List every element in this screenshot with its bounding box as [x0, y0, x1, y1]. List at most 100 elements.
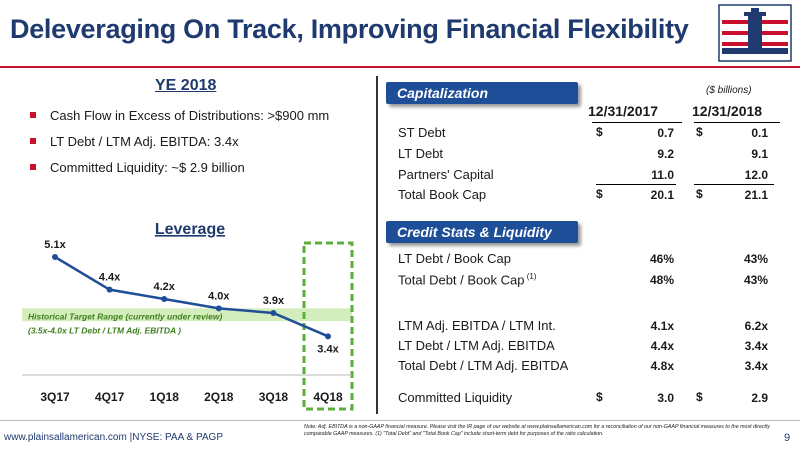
cap-row-label: Partners' Capital	[398, 167, 494, 182]
data-point	[106, 286, 113, 293]
credit-row: Committed Liquidity $ $3.0 2.9	[398, 390, 778, 409]
credit-value-2018: 6.2x	[744, 319, 768, 333]
column-divider	[376, 76, 378, 414]
bullet-cash-flow: Cash Flow in Excess of Distributions: >$…	[30, 108, 329, 134]
cap-row: Partners' Capital 11.0 12.0	[398, 167, 778, 186]
credit-value-2017: 3.0	[657, 391, 674, 405]
x-tick-label: 2Q18	[204, 390, 234, 404]
data-label: 4.0x	[208, 290, 230, 302]
currency-symbol: $	[596, 390, 603, 404]
cap-value-2017: 9.2	[657, 147, 674, 161]
credit-value-2017: 46%	[649, 252, 674, 266]
credit-row-label-text: Committed Liquidity	[398, 390, 513, 405]
credit-row: LT Debt / LTM Adj. EBITDA 4.4x 3.4x	[398, 338, 778, 357]
data-point	[325, 333, 331, 340]
footer-rule	[0, 420, 800, 421]
credit-row-label-text: Total Debt / Book Cap	[398, 272, 525, 288]
page-title: Deleveraging On Track, Improving Financi…	[10, 14, 689, 44]
cap-row-label-text: Partners' Capital	[398, 167, 494, 182]
data-label: 3.4x	[317, 343, 339, 355]
credit-value-2017: 4.1x	[650, 319, 674, 333]
x-tick-label: 1Q18	[150, 390, 180, 404]
cap-row: ST Debt $ $0.7 0.1	[398, 125, 778, 144]
ye-2018-bullets: Cash Flow in Excess of Distributions: >$…	[30, 108, 329, 186]
total-rule-2017	[596, 184, 676, 185]
column-rule-2018	[694, 122, 780, 123]
currency-symbol: $	[596, 125, 603, 139]
target-range-label: Historical Target Range (currently under…	[28, 311, 222, 321]
highlight-4q18-box	[302, 241, 354, 411]
data-label: 4.4x	[99, 272, 121, 284]
chart-title: Leverage	[155, 221, 225, 238]
data-point	[161, 296, 168, 302]
footer-left: www.plainsallamerican.com |NYSE: PAA & P…	[4, 432, 223, 443]
credit-value-2018: 3.4x	[744, 359, 768, 373]
credit-row: Total Debt / LTM Adj. EBITDA 4.8x 3.4x	[398, 358, 778, 377]
cap-row: Total Book Cap $ $20.1 21.1	[398, 187, 778, 206]
credit-row: Total Debt / Book Cap (1) 48% 43%	[398, 272, 778, 291]
cap-value-2017: 11.0	[651, 168, 674, 182]
credit-value-2018: 3.4x	[744, 339, 768, 353]
credit-row-label: LT Debt / LTM Adj. EBITDA	[398, 338, 555, 353]
credit-value-2018: 2.9	[751, 391, 768, 405]
credit-row-label-text: LT Debt / Book Cap	[398, 251, 511, 266]
currency-symbol: $	[696, 390, 703, 404]
column-header-2017: 12/31/2017	[588, 103, 659, 119]
footer-website[interactable]: www.plainsallamerican.com	[4, 432, 127, 443]
credit-row: LT Debt / Book Cap 46% 43%	[398, 251, 778, 270]
leverage-chart: Leverage Historical Target Range (current…	[22, 221, 354, 411]
data-label: 3.9x	[263, 295, 285, 307]
company-logo	[718, 4, 792, 62]
credit-stats-header: Credit Stats & Liquidity	[386, 221, 578, 243]
column-rule-2017	[592, 122, 682, 123]
footnote: Note: Adj. EBITDA is a non-GAAP financia…	[304, 424, 770, 437]
currency-symbol: $	[596, 187, 603, 201]
credit-row-label: LT Debt / Book Cap	[398, 251, 511, 266]
x-tick-label: 4Q18	[313, 390, 343, 404]
leverage-series-line	[54, 255, 329, 338]
column-header-2018: 12/31/2018	[692, 103, 763, 119]
credit-row-label-text: Total Debt / LTM Adj. EBITDA	[398, 358, 569, 373]
credit-row-label: Total Debt / Book Cap (1)	[398, 272, 536, 287]
credit-row-label-text: LTM Adj. EBITDA / LTM Int.	[398, 318, 556, 333]
cap-value-2018: 21.1	[744, 188, 768, 202]
x-tick-label: 3Q17	[40, 390, 70, 404]
credit-value-2018: 43%	[743, 252, 768, 266]
x-tick-label: 3Q18	[259, 390, 289, 404]
cap-row-label: LT Debt	[398, 146, 443, 161]
cap-row-label-text: LT Debt	[398, 146, 444, 161]
data-point	[215, 305, 222, 312]
credit-row-label: LTM Adj. EBITDA / LTM Int.	[398, 318, 556, 333]
cap-row: LT Debt 9.2 9.1	[398, 146, 778, 165]
cap-value-2017: 20.1	[650, 188, 674, 202]
credit-row-label-text: LT Debt / LTM Adj. EBITDA	[398, 338, 555, 353]
cap-value-2018: 12.0	[744, 168, 768, 182]
units-label: ($ billions)	[706, 85, 752, 96]
currency-symbol: $	[696, 125, 703, 139]
bullet-lt-debt-ratio: LT Debt / LTM Adj. EBITDA: 3.4x	[30, 134, 329, 160]
credit-row-label: Committed Liquidity	[398, 390, 512, 405]
cap-value-2018: 9.1	[751, 147, 768, 161]
data-point	[52, 254, 58, 260]
cap-row-label: Total Book Cap	[398, 187, 486, 202]
bullet-committed-liquidity: Committed Liquidity: ~$ 2.9 billion	[30, 160, 329, 186]
ye-2018-title: YE 2018	[155, 77, 217, 94]
data-label: 5.1x	[44, 239, 66, 251]
credit-value-2017: 4.4x	[650, 339, 674, 353]
currency-symbol: $	[696, 187, 703, 201]
footnote-marker: (1)	[524, 272, 537, 281]
cap-row-label-text: Total Book Cap	[398, 187, 487, 202]
data-label: 4.2x	[153, 281, 175, 293]
total-rule-2018	[694, 184, 774, 185]
credit-value-2017: 48%	[649, 273, 674, 287]
target-range-sublabel: (3.5x-4.0x LT Debt / LTM Adj. EBITDA )	[28, 325, 181, 335]
header-rule	[0, 66, 800, 68]
page-number: 9	[784, 432, 791, 444]
credit-row: LTM Adj. EBITDA / LTM Int. 4.1x 6.2x	[398, 318, 778, 337]
credit-value-2018: 43%	[743, 273, 768, 287]
cap-value-2018: 0.1	[751, 126, 768, 140]
credit-row-label: Total Debt / LTM Adj. EBITDA	[398, 358, 568, 373]
footer-separator: |	[126, 432, 133, 443]
footer-ticker: NYSE: PAA & PAGP	[132, 432, 223, 443]
credit-value-2017: 4.8x	[650, 359, 674, 373]
